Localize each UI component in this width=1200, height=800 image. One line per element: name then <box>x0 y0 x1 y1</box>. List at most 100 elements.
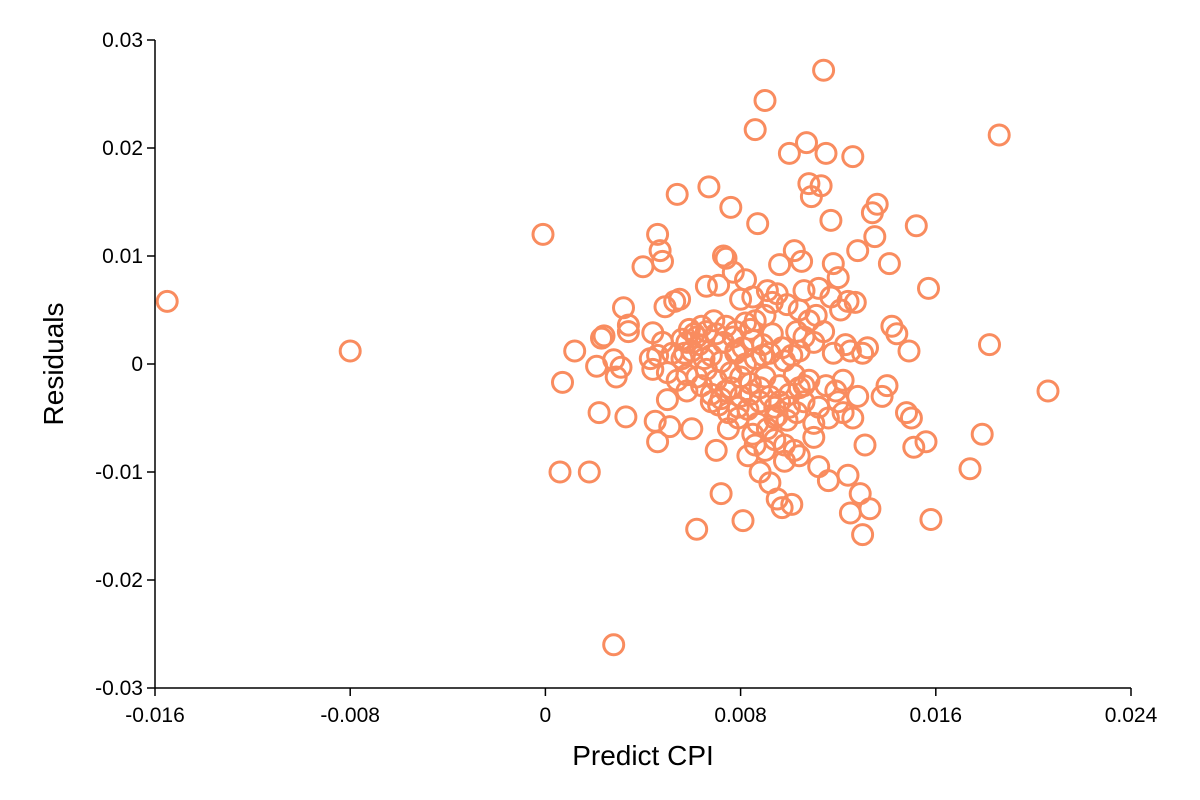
scatter-point <box>841 145 865 169</box>
scatter-point <box>790 249 814 273</box>
x-axis-title: Predict CPI <box>572 740 714 771</box>
scatter-point <box>897 339 921 363</box>
y-tick-label: -0.02 <box>95 569 143 592</box>
scatter-point <box>802 425 826 449</box>
scatter-point <box>587 401 611 425</box>
scatter-point <box>729 365 753 389</box>
scatter-point <box>609 355 633 379</box>
scatter-point <box>563 339 587 363</box>
scatter-point <box>719 195 743 219</box>
x-tick-label: 0.024 <box>1105 704 1158 727</box>
scatter-point <box>602 348 626 372</box>
scatter-point <box>651 330 674 354</box>
scatter-point <box>836 289 860 313</box>
scatter-point <box>777 141 801 165</box>
scatter-point <box>870 384 894 408</box>
scatter-point <box>802 411 826 435</box>
y-tick-label: 0.02 <box>102 137 143 160</box>
scatter-point <box>816 469 840 493</box>
x-axis-ticks: -0.016 -0.008 0 0.008 0.016 0.024 <box>125 688 1158 727</box>
scatter-point <box>782 438 806 462</box>
scatter-point <box>838 501 862 525</box>
scatter-point <box>902 435 926 459</box>
scatter-point <box>743 309 767 333</box>
scatter-point <box>577 460 601 484</box>
x-tick-label: -0.016 <box>125 704 185 727</box>
y-axis-ticks: -0.03 -0.02 -0.01 0 0.01 0.02 0.03 <box>95 29 155 700</box>
scatter-point <box>658 415 682 439</box>
scatter-point <box>838 339 862 363</box>
scatter-point <box>899 406 923 430</box>
scatter-point <box>914 430 938 454</box>
scatter-point <box>680 417 704 441</box>
scatter-point <box>685 517 709 541</box>
y-tick-label: -0.03 <box>95 677 143 700</box>
scatter-point <box>709 482 733 506</box>
scatter-point <box>795 131 818 155</box>
scatter-point <box>865 192 889 216</box>
scatter-point <box>970 422 994 446</box>
scatter-point <box>765 282 789 306</box>
scatter-point <box>753 89 777 112</box>
scatter-point <box>616 320 640 344</box>
scatter-point <box>697 175 721 199</box>
scatter-point <box>863 225 887 249</box>
scatter-point <box>155 289 179 313</box>
y-axis-title: Residuals <box>38 303 69 426</box>
scatter-point <box>826 266 850 290</box>
y-tick-label: 0.03 <box>102 29 143 52</box>
scatter-point <box>846 239 870 263</box>
scatter-point <box>851 341 875 365</box>
scatter-point <box>958 457 982 481</box>
scatter-point <box>821 341 845 365</box>
scatter-point <box>743 118 767 142</box>
scatter-point <box>694 274 718 298</box>
scatter-point <box>714 246 738 270</box>
scatter-point <box>707 273 731 297</box>
y-tick-label: 0 <box>131 353 143 376</box>
scatter-point <box>917 276 940 300</box>
scatter-point <box>885 322 909 346</box>
scatter-point <box>631 255 655 279</box>
scatter-point <box>675 330 699 354</box>
scatter-point <box>831 368 855 392</box>
scatter-point <box>646 222 670 246</box>
scatter-point <box>904 214 928 238</box>
scatter-point <box>646 343 670 367</box>
scatter-point <box>846 384 870 408</box>
scatter-point <box>1036 379 1060 403</box>
scatter-point <box>665 182 689 206</box>
scatter-point <box>668 287 692 311</box>
y-tick-label: 0.01 <box>102 245 143 268</box>
scatter-point <box>841 406 865 430</box>
scatter-point <box>741 285 765 309</box>
scatter-point <box>787 444 811 468</box>
y-tick-label: -0.01 <box>95 461 143 484</box>
scatter-point <box>646 430 670 454</box>
scatter-point <box>531 222 555 246</box>
scatter-point <box>797 172 821 196</box>
scatter-point <box>858 497 882 521</box>
scatter-point <box>548 460 572 484</box>
scatter-point <box>780 343 804 367</box>
scatter-point <box>812 58 836 82</box>
scatter-point <box>919 508 943 531</box>
scatter-point <box>819 285 843 309</box>
scatter-point <box>821 252 845 276</box>
scatter-point <box>856 336 879 360</box>
scatter-point <box>987 123 1011 147</box>
x-tick-label: 0.016 <box>910 704 963 727</box>
scatter-point <box>978 333 1001 357</box>
scatter-point <box>877 252 901 276</box>
scatter-point <box>655 388 679 412</box>
scatter-point <box>768 253 792 277</box>
scatter-point <box>895 401 918 425</box>
scatter-point <box>704 438 728 462</box>
scatter-point <box>743 433 767 457</box>
scatter-point <box>780 492 804 516</box>
scatter-point <box>741 422 765 446</box>
scatter-point <box>836 463 860 487</box>
scatter-point <box>819 208 843 232</box>
scatter-point <box>641 357 665 381</box>
